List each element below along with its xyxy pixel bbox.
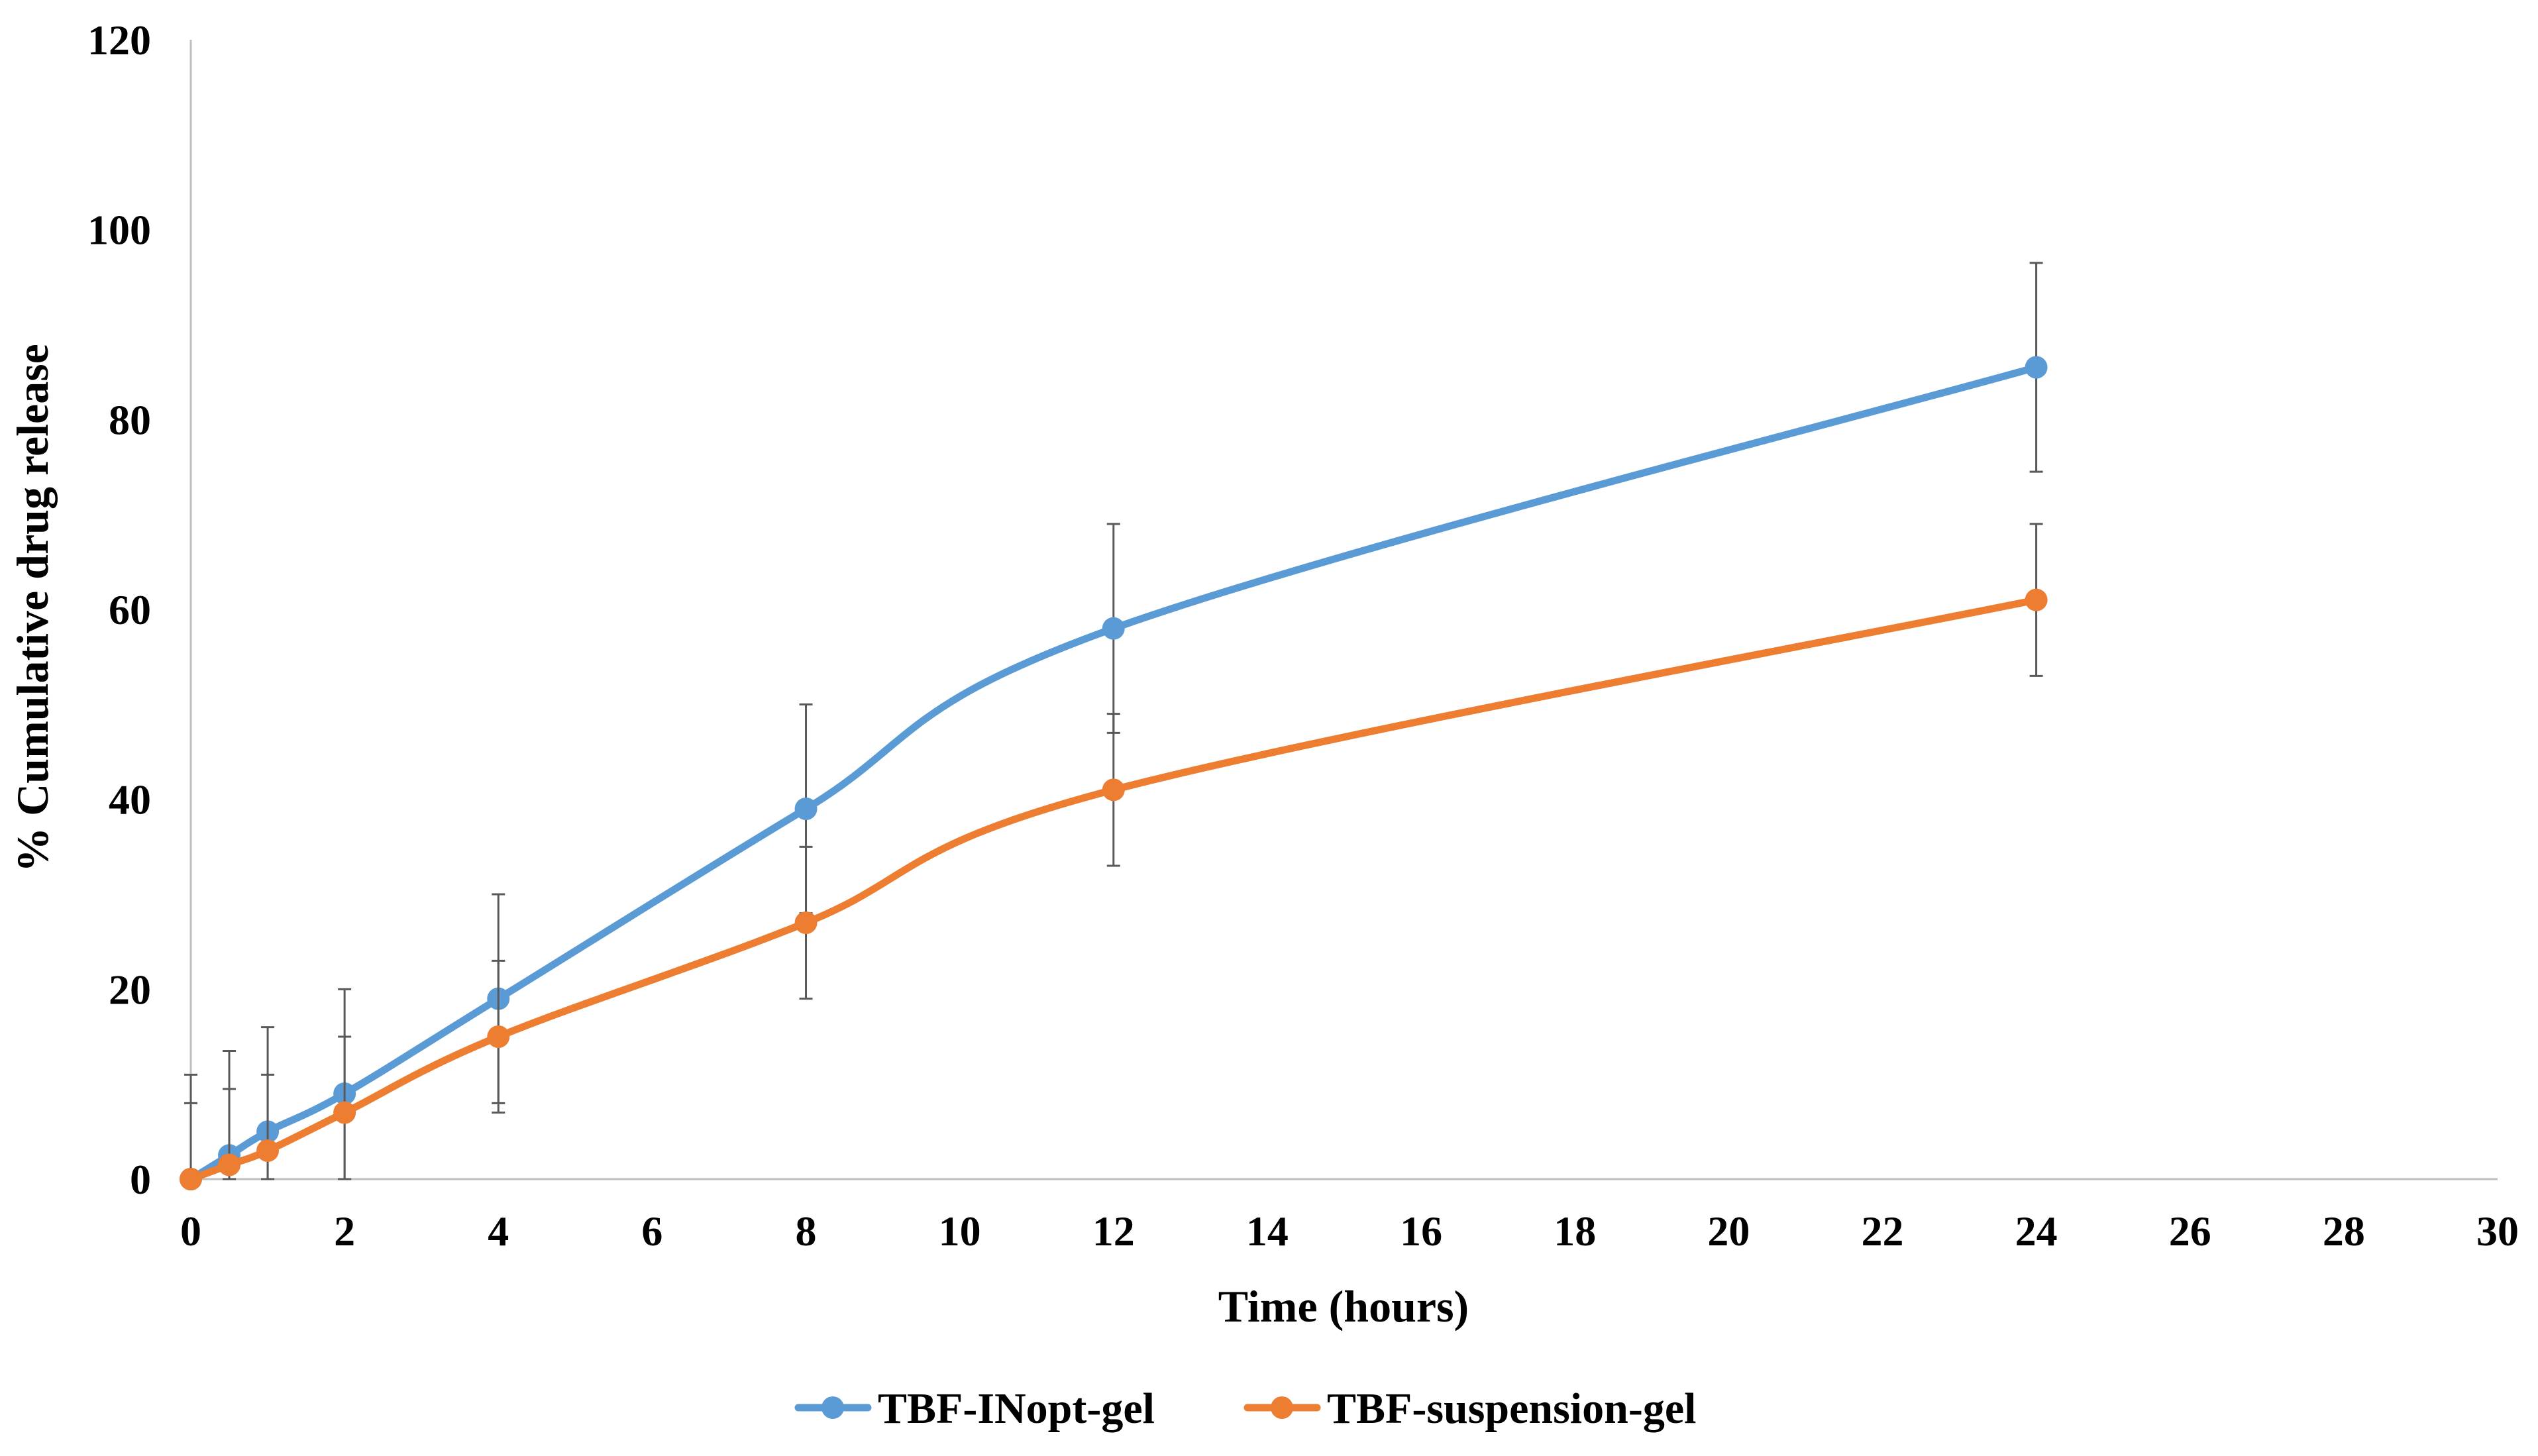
x-tick-label: 10 <box>939 1208 981 1255</box>
series-1 <box>180 262 2048 1190</box>
data-point <box>2025 356 2048 379</box>
data-point <box>794 798 818 820</box>
chart-axes <box>189 40 2498 1180</box>
series-layer <box>180 262 2048 1190</box>
legend-label: TBF-suspension-gel <box>1327 1384 1696 1433</box>
x-tick-label: 12 <box>1092 1208 1135 1255</box>
y-tick-label: 20 <box>109 966 151 1013</box>
legend: TBF-INopt-gel TBF-suspension-gel <box>794 1384 1696 1433</box>
series-2 <box>180 523 2048 1190</box>
x-tick-label: 4 <box>488 1208 509 1255</box>
y-tick-label: 40 <box>109 776 151 823</box>
y-axis-ticks: 0 20 40 60 80 100 120 <box>87 17 151 1203</box>
y-tick-label: 100 <box>87 207 151 254</box>
x-tick-label: 0 <box>180 1208 201 1255</box>
data-point <box>1102 617 1125 640</box>
legend-item: TBF-INopt-gel <box>794 1384 1155 1433</box>
x-tick-label: 8 <box>796 1208 817 1255</box>
x-tick-label: 14 <box>1246 1208 1289 1255</box>
data-point <box>2025 588 2048 611</box>
y-tick-label: 120 <box>87 17 151 64</box>
x-tick-label: 16 <box>1400 1208 1442 1255</box>
y-tick-label: 0 <box>130 1156 151 1203</box>
y-axis-label: % Cumulative drug release <box>7 344 58 872</box>
x-tick-label: 18 <box>1554 1208 1596 1255</box>
legend-swatch-marker <box>1271 1396 1293 1419</box>
x-tick-label: 22 <box>1861 1208 1903 1255</box>
x-tick-label: 20 <box>1707 1208 1750 1255</box>
x-tick-label: 30 <box>2476 1208 2519 1255</box>
y-tick-label: 80 <box>109 396 151 443</box>
data-point <box>1102 778 1125 802</box>
x-tick-label: 26 <box>2169 1208 2211 1255</box>
data-point <box>180 1168 202 1190</box>
series-line <box>187 596 2040 1183</box>
x-tick-label: 28 <box>2323 1208 2365 1255</box>
data-point <box>487 1025 510 1048</box>
x-axis-ticks: 0 2 4 6 8 10 12 14 16 18 20 22 24 26 28 30 <box>180 1208 2519 1255</box>
legend-item: TBF-suspension-gel <box>1243 1384 1696 1433</box>
x-axis-label: Time (hours) <box>1218 1281 1469 1331</box>
x-tick-label: 6 <box>641 1208 662 1255</box>
data-point <box>256 1139 280 1162</box>
x-tick-label: 2 <box>334 1208 355 1255</box>
legend-swatch-marker <box>821 1396 844 1419</box>
data-point <box>218 1153 241 1176</box>
y-tick-label: 60 <box>109 586 151 633</box>
data-point <box>794 911 818 934</box>
legend-label: TBF-INopt-gel <box>878 1384 1155 1433</box>
data-point <box>333 1101 356 1124</box>
x-tick-label: 24 <box>2015 1208 2058 1255</box>
